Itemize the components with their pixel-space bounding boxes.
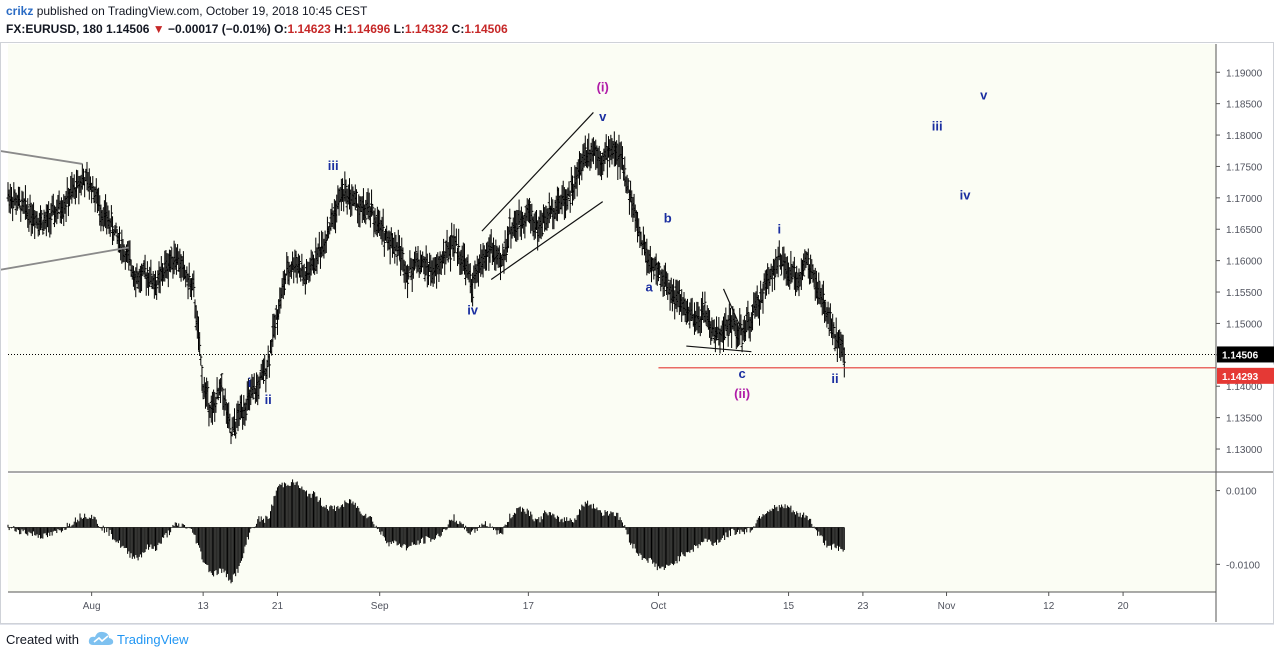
low-label: L:: [394, 22, 405, 36]
price-tick-label: 1.17500: [1226, 162, 1263, 173]
high-label: H:: [334, 22, 347, 36]
tradingview-cloud-icon: [88, 630, 114, 648]
price-tags: 1.1450614:551.14293: [1217, 346, 1274, 383]
close-value: 1.14506: [464, 22, 507, 36]
wave-label: b: [664, 210, 672, 225]
time-tick-label: 13: [198, 601, 210, 612]
price-pane-background: [8, 44, 1216, 471]
oscillator-pane-background: [8, 474, 1216, 592]
wave-label: (i): [597, 80, 609, 95]
time-tick-label: 12: [1043, 601, 1055, 612]
oscillator-tick-label: 0.0100: [1226, 487, 1257, 498]
wave-label: iii: [328, 158, 339, 173]
support-price-label: 1.14293: [1222, 372, 1259, 383]
time-tick-label: Oct: [651, 601, 667, 612]
wave-label: ii: [265, 392, 272, 407]
time-tick-label: 20: [1118, 601, 1130, 612]
author-name[interactable]: crikz: [6, 4, 33, 18]
wave-label: a: [646, 279, 654, 294]
wave-label: i: [777, 222, 781, 237]
oscillator-pane[interactable]: [8, 474, 1216, 592]
price-tick-label: 1.15000: [1226, 319, 1263, 330]
low-value: 1.14332: [405, 22, 448, 36]
price-tick-label: 1.13000: [1226, 445, 1263, 456]
close-label: C:: [452, 22, 465, 36]
open-value: 1.14623: [287, 22, 330, 36]
price-tick-label: 1.19000: [1226, 68, 1263, 79]
price-change: −0.00017 (−0.01%): [168, 22, 271, 36]
last-price-tag-label: 1.14506: [1222, 350, 1259, 361]
time-tick-label: Sep: [371, 601, 389, 612]
time-tick-label: 21: [272, 601, 284, 612]
wave-label: v: [599, 109, 607, 124]
oscillator-tick-label: -0.0100: [1226, 560, 1260, 571]
wave-label: iv: [467, 303, 479, 318]
symbol-name: FX:EURUSD, 180: [6, 22, 103, 36]
price-tick-label: 1.14000: [1226, 382, 1263, 393]
last-price: 1.14506: [106, 22, 149, 36]
wave-label: iii: [932, 119, 943, 134]
price-tick-label: 1.17000: [1226, 194, 1263, 205]
wave-label: ii: [831, 371, 838, 386]
price-tick-label: 1.15500: [1226, 288, 1263, 299]
price-tick-label: 1.18000: [1226, 131, 1263, 142]
published-text: published on TradingView.com, October 19…: [33, 4, 367, 18]
down-arrow-icon: ▼: [153, 22, 165, 36]
created-with-text: Created with: [6, 632, 79, 647]
high-value: 1.14696: [347, 22, 390, 36]
wave-label: i: [248, 375, 252, 390]
time-tick-label: 17: [523, 601, 535, 612]
footer: Created with TradingView: [0, 624, 1274, 657]
price-tick-label: 1.13500: [1226, 414, 1263, 425]
open-label: O:: [274, 22, 287, 36]
price-tick-label: 1.16500: [1226, 225, 1263, 236]
symbol-line: FX:EURUSD, 180 1.14506 ▼ −0.00017 (−0.01…: [6, 22, 508, 36]
price-tick-label: 1.16000: [1226, 257, 1263, 268]
time-tick-label: 23: [857, 601, 869, 612]
price-tick-label: 1.18500: [1226, 100, 1263, 111]
publish-line: crikz published on TradingView.com, Octo…: [6, 4, 367, 18]
time-tick-label: Nov: [938, 601, 956, 612]
wave-label: (ii): [734, 386, 750, 401]
time-tick-label: 15: [783, 601, 795, 612]
wave-label: iv: [960, 188, 972, 203]
tradingview-brand[interactable]: TradingView: [117, 632, 189, 647]
time-tick-label: Aug: [83, 601, 101, 612]
wave-label: c: [738, 366, 745, 381]
wave-label: v: [980, 87, 988, 102]
chart-header: crikz published on TradingView.com, Octo…: [0, 0, 1274, 42]
